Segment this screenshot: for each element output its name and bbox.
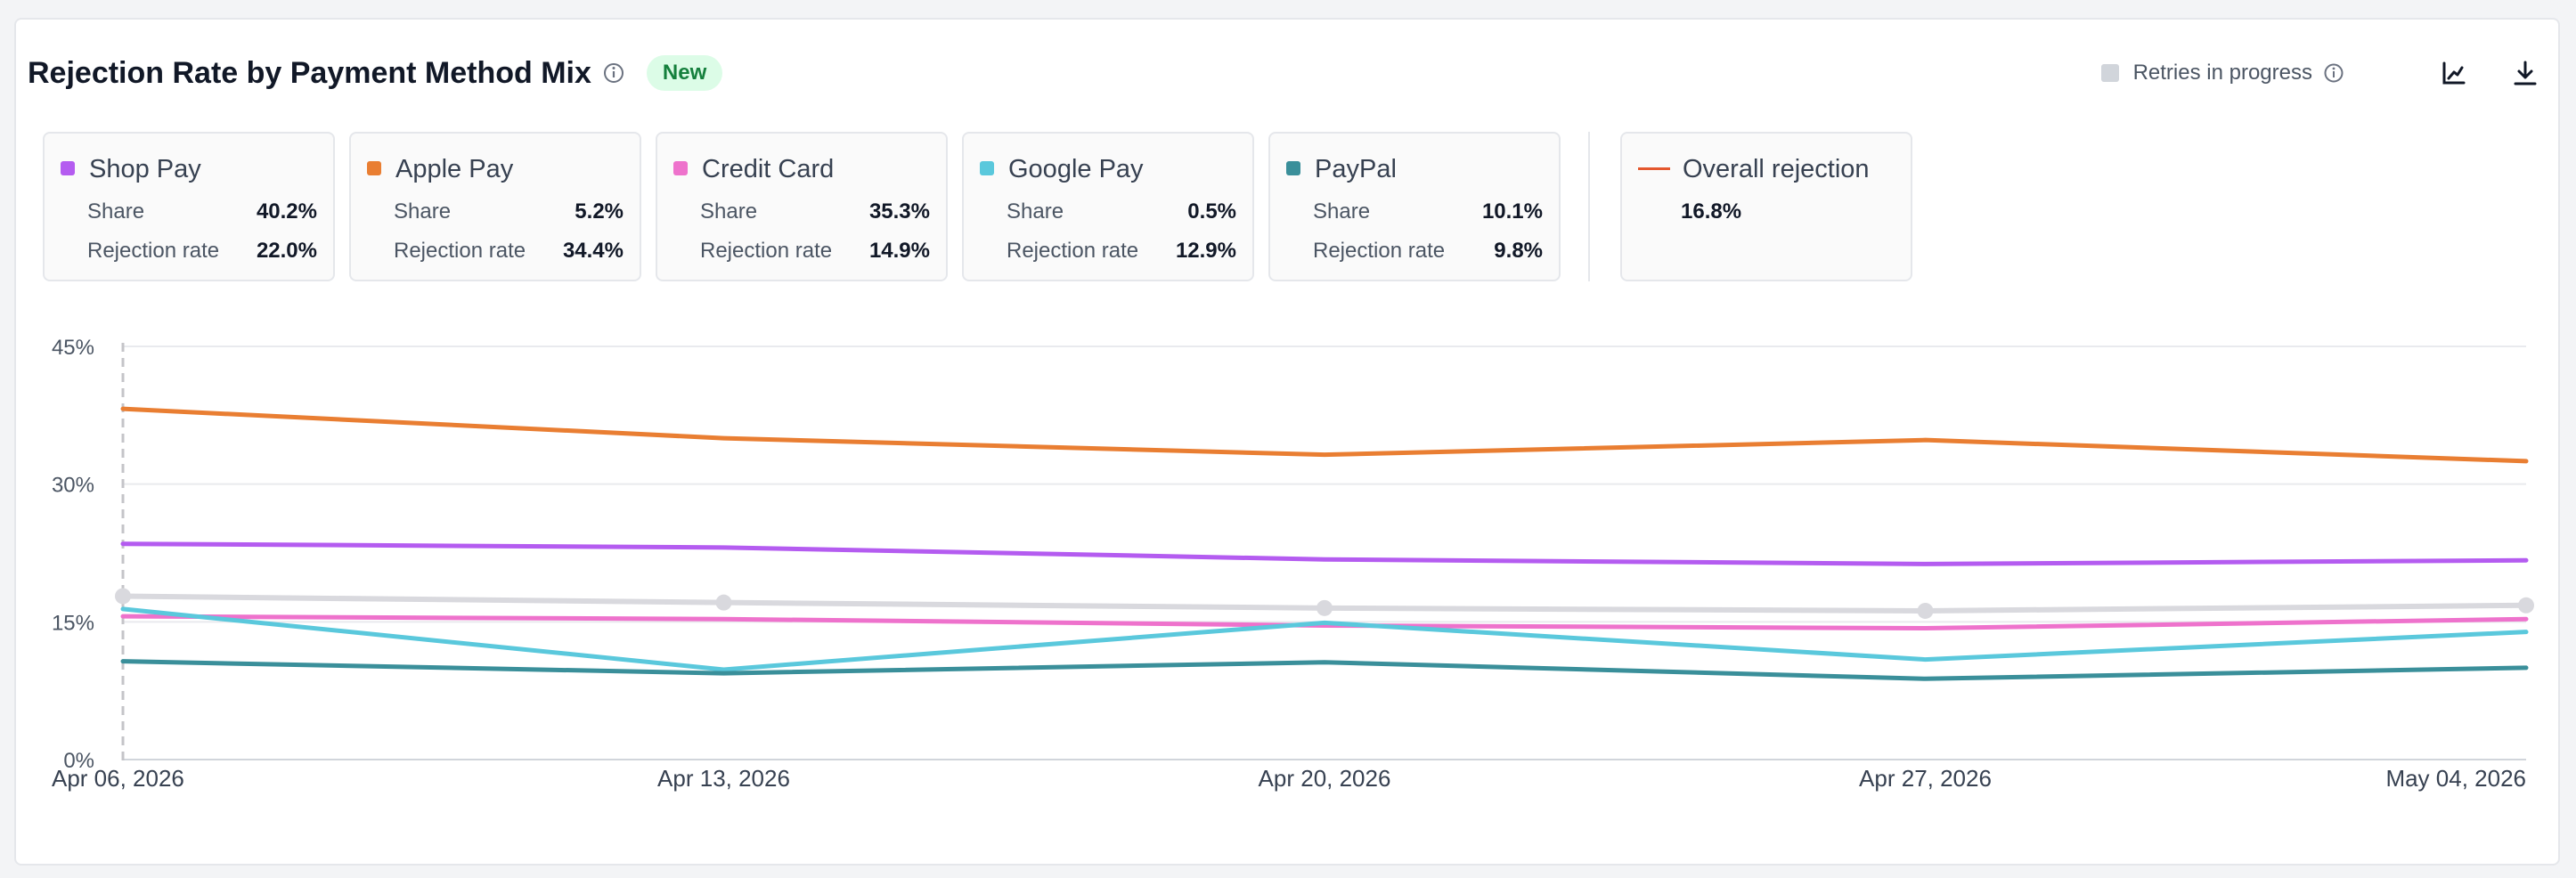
retries-label: Retries in progress: [2132, 61, 2312, 85]
series-point: [715, 594, 732, 611]
series-line: [120, 606, 2529, 672]
series-swatch: [367, 161, 381, 175]
series-point: [1317, 599, 1333, 616]
rate-label: Rejection rate: [1007, 239, 1139, 263]
series-name: Shop Pay: [89, 155, 201, 183]
x-tick-label: Apr 06, 2026: [52, 765, 184, 792]
y-tick-label: 45%: [52, 336, 94, 360]
y-tick-label: 30%: [52, 474, 94, 498]
info-icon[interactable]: [602, 61, 625, 85]
series-name: Google Pay: [1008, 155, 1144, 183]
new-badge: New: [646, 55, 723, 91]
x-tick-label: Apr 27, 2026: [1859, 765, 1992, 792]
rate-label: Rejection rate: [1313, 239, 1446, 263]
series-swatch: [61, 161, 75, 175]
series-name: Credit Card: [702, 155, 835, 183]
legend-divider: [1588, 132, 1590, 281]
series-line: [120, 614, 2529, 631]
share-label: Share: [1007, 199, 1064, 224]
legend-card-credit-card[interactable]: Credit Card Share 35.3% Rejection rate 1…: [656, 132, 948, 281]
rate-value: 12.9%: [1175, 239, 1236, 263]
download-icon[interactable]: [2510, 58, 2540, 88]
series-swatch: [980, 161, 994, 175]
share-label: Share: [1313, 199, 1371, 224]
share-label: Share: [700, 199, 758, 224]
share-value: 0.5%: [1187, 199, 1236, 224]
toolbar: Retries in progress: [2100, 53, 2540, 93]
series-point: [115, 588, 131, 605]
series-swatch: [1286, 161, 1300, 175]
series-line: [120, 541, 2529, 566]
series-name: Overall rejection: [1683, 155, 1870, 183]
rate-value: 22.0%: [256, 239, 317, 263]
series-swatch: [673, 161, 688, 175]
legend-card-shop-pay[interactable]: Shop Pay Share 40.2% Rejection rate 22.0…: [43, 132, 335, 281]
chart-type-icon[interactable]: [2439, 58, 2469, 88]
overall-value: 16.8%: [1681, 199, 1742, 224]
rate-label: Rejection rate: [700, 239, 833, 263]
legend-card-overall-rejection[interactable]: Overall rejection 16.8%: [1620, 132, 1912, 281]
series-name: PayPal: [1315, 155, 1397, 183]
share-value: 40.2%: [256, 199, 317, 224]
rate-value: 9.8%: [1494, 239, 1543, 263]
x-tick-label: May 04, 2026: [2385, 765, 2526, 792]
chart-title: Rejection Rate by Payment Method Mix: [28, 55, 591, 90]
series-line: [120, 659, 2529, 681]
series-point: [2518, 597, 2534, 614]
header: Rejection Rate by Payment Method Mix New: [28, 53, 723, 93]
legend-card-apple-pay[interactable]: Apple Pay Share 5.2% Rejection rate 34.4…: [349, 132, 641, 281]
rate-value: 34.4%: [562, 239, 624, 263]
rate-value: 14.9%: [868, 239, 930, 263]
series-point: [1917, 602, 1934, 619]
x-tick-label: Apr 13, 2026: [657, 765, 790, 792]
line-chart: 0% 15% 30% 45% Apr 06, 2026 Apr 13, 2026 Apr 2…: [52, 336, 2534, 792]
share-value: 5.2%: [575, 199, 624, 224]
series-line: [120, 406, 2529, 464]
rate-label: Rejection rate: [394, 239, 526, 263]
info-icon[interactable]: [2323, 62, 2344, 84]
share-label: Share: [87, 199, 145, 224]
legend-card-google-pay[interactable]: Google Pay Share 0.5% Rejection rate 12.…: [962, 132, 1254, 281]
series-line-swatch: [1638, 167, 1670, 170]
share-value: 35.3%: [868, 199, 930, 224]
y-tick-label: 0%: [63, 749, 94, 773]
share-value: 10.1%: [1481, 199, 1543, 224]
retries-checkbox[interactable]: [2100, 64, 2119, 82]
y-tick-label: 15%: [52, 611, 94, 635]
share-label: Share: [394, 199, 452, 224]
rate-label: Rejection rate: [87, 239, 220, 263]
legend-card-paypal[interactable]: PayPal Share 10.1% Rejection rate 9.8%: [1268, 132, 1561, 281]
x-tick-label: Apr 20, 2026: [1259, 765, 1391, 792]
series-name: Apple Pay: [395, 155, 514, 183]
